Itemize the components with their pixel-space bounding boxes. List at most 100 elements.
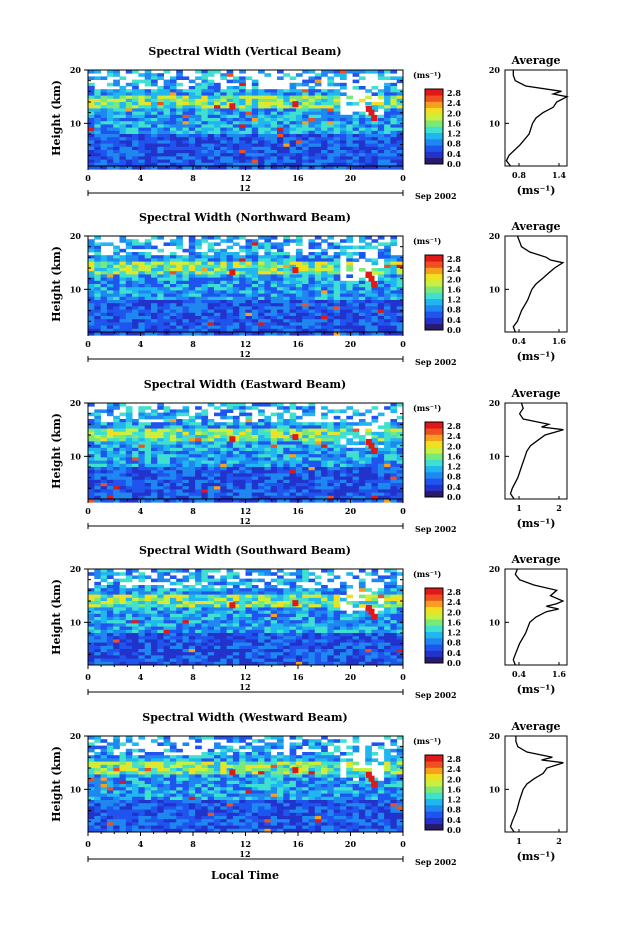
heatmap-cell bbox=[302, 572, 309, 576]
heatmap-cell bbox=[88, 271, 95, 275]
heatmap-cell bbox=[119, 255, 127, 259]
heatmap-cell bbox=[169, 492, 177, 497]
heatmap-cell bbox=[94, 258, 101, 262]
heatmap-cell bbox=[251, 290, 259, 294]
heatmap-cell bbox=[132, 476, 139, 481]
heatmap-cell bbox=[132, 438, 139, 442]
heatmap-cell bbox=[245, 479, 253, 484]
heatmap-cell bbox=[283, 441, 290, 445]
heatmap-cell bbox=[207, 105, 215, 109]
heatmap-cell bbox=[258, 473, 265, 477]
heatmap-cell bbox=[314, 316, 322, 320]
heatmap-cell bbox=[283, 479, 290, 484]
heatmap-cell bbox=[264, 489, 272, 493]
heatmap-cell bbox=[214, 332, 221, 336]
heatmap-cell bbox=[138, 130, 146, 135]
heatmap-cell bbox=[384, 146, 391, 151]
heatmap-cell bbox=[195, 569, 202, 573]
heatmap-cell bbox=[396, 328, 404, 333]
heatmap-cell bbox=[100, 463, 108, 468]
heatmap-cell bbox=[289, 156, 297, 160]
heatmap-cell bbox=[384, 499, 391, 503]
heatmap-cell bbox=[295, 166, 303, 170]
heatmap-cell bbox=[333, 98, 341, 103]
heatmap-cell bbox=[188, 287, 196, 291]
heatmap-cell bbox=[302, 290, 309, 294]
heatmap-cell bbox=[182, 277, 190, 282]
heatmap-cell bbox=[321, 454, 328, 458]
heatmap-cell bbox=[371, 463, 379, 468]
heatmap-cell bbox=[125, 242, 133, 246]
heatmap-cell bbox=[258, 70, 265, 74]
heatmap-cell bbox=[333, 70, 341, 74]
heatmap-cell bbox=[396, 268, 404, 272]
heatmap-cell bbox=[333, 438, 341, 442]
heatmap-cell bbox=[239, 153, 246, 157]
heatmap-cell bbox=[132, 425, 139, 429]
heatmap-cell bbox=[270, 108, 278, 112]
heatmap-cell bbox=[119, 476, 127, 481]
heatmap-cell bbox=[390, 166, 398, 170]
heatmap-cell bbox=[125, 431, 133, 436]
heatmap-cell bbox=[188, 277, 196, 282]
heatmap-cell bbox=[201, 124, 209, 128]
heatmap-cell bbox=[302, 296, 309, 301]
heatmap-cell bbox=[151, 409, 158, 413]
heatmap-cell bbox=[308, 252, 316, 256]
heatmap-cell bbox=[207, 597, 215, 602]
heatmap-cell bbox=[195, 415, 202, 420]
heatmap-cell bbox=[214, 306, 221, 310]
heatmap-cell bbox=[214, 473, 221, 477]
heatmap-cell bbox=[277, 492, 284, 497]
heatmap-cell bbox=[245, 463, 253, 468]
heatmap-cell bbox=[308, 435, 316, 439]
heatmap-cell bbox=[132, 597, 139, 602]
heatmap-cell bbox=[144, 118, 152, 122]
heatmap-cell bbox=[283, 236, 290, 240]
heatmap-cell bbox=[258, 242, 265, 246]
heatmap-cell bbox=[176, 134, 183, 138]
heatmap-cell bbox=[201, 73, 209, 77]
heatmap-cell bbox=[232, 473, 240, 477]
heatmap-cell bbox=[396, 601, 404, 605]
heatmap-cell bbox=[371, 86, 379, 90]
heatmap-cell bbox=[321, 495, 328, 500]
heatmap-cell bbox=[251, 578, 259, 583]
heatmap-cell bbox=[384, 309, 391, 314]
heatmap-cell bbox=[94, 242, 101, 246]
heatmap-cell bbox=[119, 403, 127, 407]
heatmap-cell bbox=[340, 328, 347, 333]
heatmap-cell bbox=[289, 280, 297, 285]
heatmap-cell bbox=[144, 610, 152, 615]
heatmap-cell bbox=[384, 422, 391, 426]
heatmap-cell bbox=[302, 492, 309, 497]
heatmap-cell bbox=[151, 435, 158, 439]
heatmap-cell bbox=[169, 604, 177, 608]
heatmap-cell bbox=[327, 118, 335, 122]
heatmap-cell bbox=[340, 585, 347, 589]
heatmap-hotspot bbox=[371, 281, 378, 287]
heatmap-cell bbox=[207, 248, 215, 253]
colorbar-frame bbox=[424, 88, 444, 165]
heatmap-cell bbox=[163, 159, 171, 164]
heatmap-cell bbox=[277, 451, 284, 455]
heatmap-cell bbox=[302, 412, 309, 417]
heatmap-cell bbox=[295, 277, 303, 282]
heatmap-cell bbox=[151, 428, 158, 433]
heatmap-cell bbox=[377, 431, 385, 436]
heatmap-cell bbox=[176, 409, 183, 413]
heatmap-cell bbox=[302, 486, 309, 490]
heatmap-cell bbox=[270, 312, 278, 317]
heatmap-cell bbox=[207, 153, 215, 157]
heatmap-cell bbox=[333, 134, 341, 138]
heatmap-cell bbox=[333, 242, 341, 246]
heatmap-cell bbox=[88, 277, 95, 282]
heatmap-cell bbox=[169, 447, 177, 452]
heatmap-cell bbox=[258, 460, 265, 465]
colorbar-swatch bbox=[425, 434, 443, 442]
heatmap-cell bbox=[308, 470, 316, 474]
heatmap-cell bbox=[239, 271, 246, 275]
heatmap-cell bbox=[251, 105, 259, 109]
heatmap-cell bbox=[283, 105, 290, 109]
heatmap-cell bbox=[314, 258, 322, 262]
